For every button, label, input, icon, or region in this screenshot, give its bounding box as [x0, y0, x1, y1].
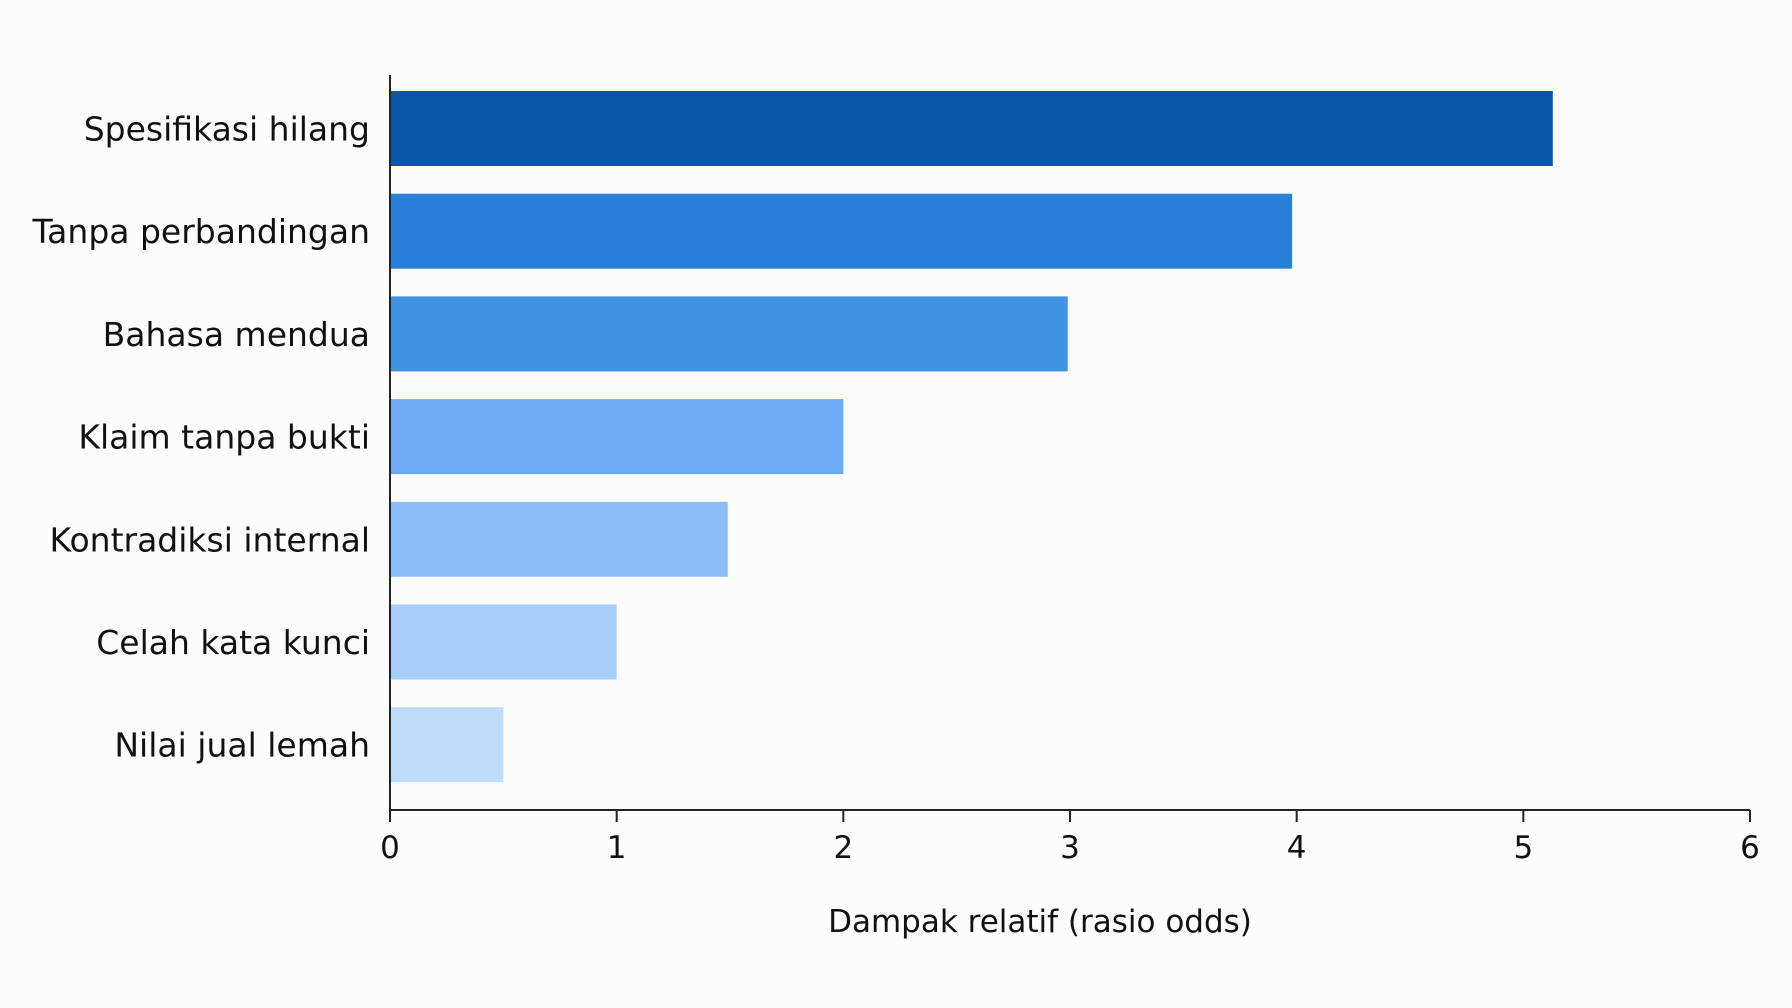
category-labels: Spesifikasi hilang Tanpa perbandingan Baha… [31, 110, 370, 765]
category-label: Klaim tanpa bukti [78, 418, 370, 457]
x-tick-label: 0 [380, 830, 400, 866]
bar-3 [390, 296, 1068, 372]
bar-1 [390, 91, 1553, 166]
x-tick-label: 3 [1060, 830, 1080, 866]
x-axis-title: Dampak relatif (rasio odds) [828, 904, 1252, 940]
category-label: Spesifikasi hilang [84, 110, 370, 149]
category-label: Celah kata kunci [96, 623, 370, 662]
x-tick-label: 4 [1287, 830, 1307, 866]
x-tick-label: 6 [1740, 830, 1760, 866]
x-tick-label: 1 [607, 830, 627, 866]
x-tick-label: 5 [1513, 830, 1533, 866]
x-tick-label: 2 [833, 830, 853, 866]
bar-6 [390, 604, 617, 680]
category-label: Kontradiksi internal [49, 520, 370, 559]
category-label: Bahasa mendua [103, 315, 370, 354]
bar-7 [390, 707, 504, 783]
category-label: Nilai jual lemah [114, 726, 370, 765]
bars-group [390, 91, 1553, 783]
bar-5 [390, 501, 728, 577]
x-axis-ticks: 0 1 2 3 4 5 6 [380, 810, 1760, 866]
bar-2 [390, 193, 1293, 269]
category-label: Tanpa perbandingan [31, 212, 370, 251]
bar-4 [390, 399, 844, 475]
